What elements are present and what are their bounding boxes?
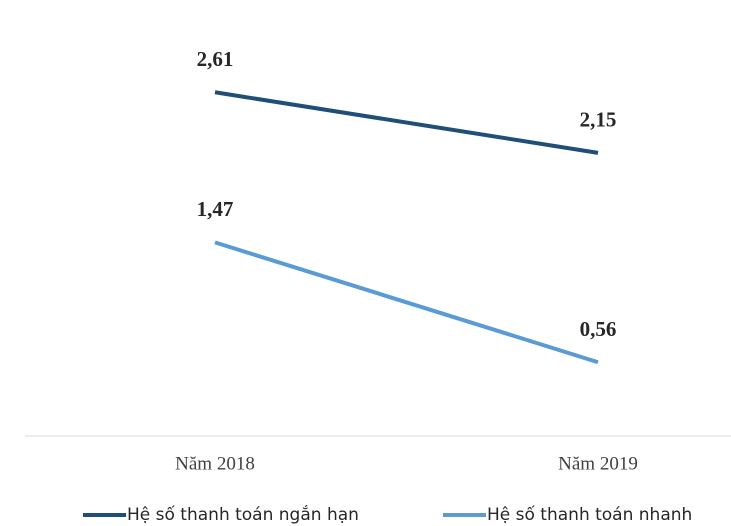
line bbox=[214, 90, 599, 155]
legend-label: Hệ số thanh toán nhanh bbox=[487, 504, 692, 525]
line bbox=[214, 240, 599, 365]
x-tick-label: Năm 2018 bbox=[175, 453, 255, 474]
data-label: 2,61 bbox=[197, 47, 234, 71]
data-label: 0,56 bbox=[580, 317, 617, 341]
data-label: 2,15 bbox=[580, 108, 617, 132]
data-label: 1,47 bbox=[197, 197, 234, 221]
legend-label: Hệ số thanh toán ngắn hạn bbox=[127, 504, 359, 525]
x-tick-label: Năm 2019 bbox=[558, 453, 638, 474]
